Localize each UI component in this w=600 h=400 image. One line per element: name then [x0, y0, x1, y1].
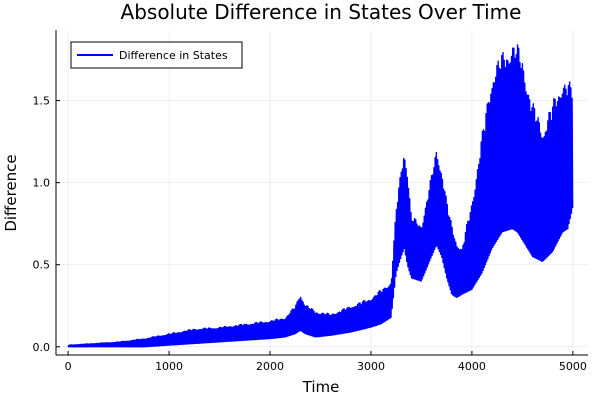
- axes: [55, 30, 588, 356]
- x-tick-label: 5000: [559, 360, 587, 373]
- x-tick-label: 0: [65, 360, 72, 373]
- y-axis-label: Difference: [2, 154, 20, 231]
- x-axis-label: Time: [302, 378, 340, 396]
- y-tick-label: 0.0: [33, 341, 51, 354]
- x-tick-label: 2000: [256, 360, 284, 373]
- legend-label: Difference in States: [119, 49, 228, 62]
- legend: Difference in States: [70, 41, 243, 69]
- x-tick-label: 3000: [357, 360, 385, 373]
- y-tick-label: 1.0: [33, 177, 51, 190]
- chart-title: Absolute Difference in States Over Time: [121, 0, 522, 24]
- x-tick-label: 1000: [155, 360, 183, 373]
- ticks: 0 1000 2000 3000 4000 5000 0.0 0.5 1.0 1.5: [33, 95, 587, 373]
- x-tick-label: 4000: [458, 360, 486, 373]
- y-tick-label: 1.5: [33, 95, 51, 108]
- y-tick-label: 0.5: [33, 259, 51, 272]
- series-line-difference-in-states: [67, 44, 574, 348]
- data-layer: [67, 44, 574, 348]
